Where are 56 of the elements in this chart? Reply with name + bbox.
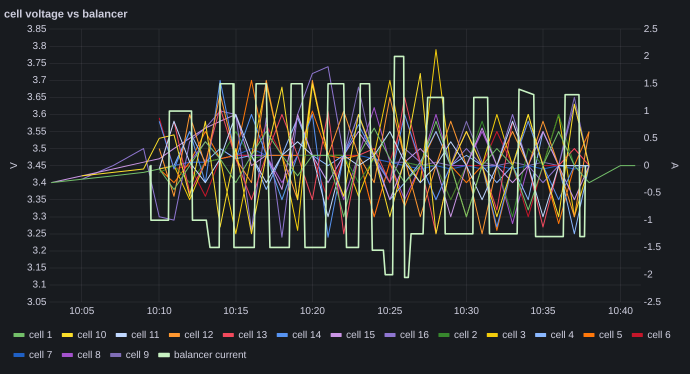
x-tick-label: 10:10 <box>146 306 172 317</box>
y-tick-label: 3.3 <box>32 212 47 222</box>
y-tick-label: 3.75 <box>26 58 47 70</box>
x-tick-label: 10:35 <box>530 306 556 317</box>
y-tick-label: 3.25 <box>26 228 47 240</box>
y-tick-label: 3.2 <box>32 246 47 257</box>
x-tick-label: 10:05 <box>69 306 95 317</box>
legend-label: cell 16 <box>400 330 430 341</box>
legend-label: cell 10 <box>77 330 107 341</box>
x-tick-label: 10:30 <box>454 306 480 317</box>
legend-label: cell 5 <box>598 330 623 341</box>
y-tick-label: 3.5 <box>32 143 47 154</box>
y-tick-label: 3.1 <box>32 280 47 291</box>
y2-tick-label: 2 <box>644 51 650 62</box>
y-tick-label: 3.65 <box>26 92 47 104</box>
y2-tick-label: -1.5 <box>644 242 662 254</box>
legend-label: cell 1 <box>29 330 53 341</box>
y-tick-label: 3.7 <box>32 75 47 86</box>
y2-tick-label: 1 <box>644 106 650 117</box>
y-tick-label: 3.35 <box>26 194 47 206</box>
y-tick-label: 3.15 <box>26 262 47 274</box>
legend-label: cell 12 <box>184 330 214 341</box>
y-axis-title: V <box>8 162 20 169</box>
legend-label: cell 4 <box>550 330 574 341</box>
legend-label: balancer current <box>174 350 247 361</box>
y2-tick-label: -2.5 <box>644 296 662 308</box>
y-tick-label: 3.05 <box>26 296 47 308</box>
y2-tick-label: -2 <box>644 269 654 280</box>
y-tick-label: 3.6 <box>32 109 47 120</box>
y-tick-label: 3.45 <box>26 160 47 172</box>
legend-label: cell 2 <box>454 330 478 341</box>
y2-tick-label: 2.5 <box>644 24 658 35</box>
y-tick-label: 3.8 <box>32 41 47 52</box>
x-tick-label: 10:25 <box>377 306 403 317</box>
legend-label: cell 9 <box>126 350 150 361</box>
x-tick-label: 10:15 <box>223 306 249 317</box>
legend-label: cell 7 <box>29 350 53 361</box>
legend-label: cell 3 <box>502 330 526 341</box>
y-tick-label: 3.4 <box>32 177 47 188</box>
legend-label: cell 11 <box>131 330 160 341</box>
y2-tick-label: 0.5 <box>644 133 658 144</box>
legend-label: cell 14 <box>292 330 322 341</box>
legend-label: cell 15 <box>346 330 376 341</box>
y2-tick-label: -0.5 <box>644 188 662 199</box>
y2-axis-title: A <box>668 162 680 170</box>
x-tick-label: 10:40 <box>608 306 634 317</box>
y2-tick-label: -1 <box>644 214 654 226</box>
y2-tick-label: 1.5 <box>644 78 658 90</box>
legend-label: cell 8 <box>77 350 102 361</box>
y2-tick-label: 0 <box>644 160 650 172</box>
chart-title: cell voltage vs balancer <box>4 8 128 21</box>
y-tick-label: 3.55 <box>26 126 47 138</box>
x-tick-label: 10:20 <box>300 306 326 317</box>
legend-label: cell 13 <box>238 330 268 341</box>
legend-label: cell 6 <box>647 330 672 341</box>
y-tick-label: 3.85 <box>26 24 47 35</box>
